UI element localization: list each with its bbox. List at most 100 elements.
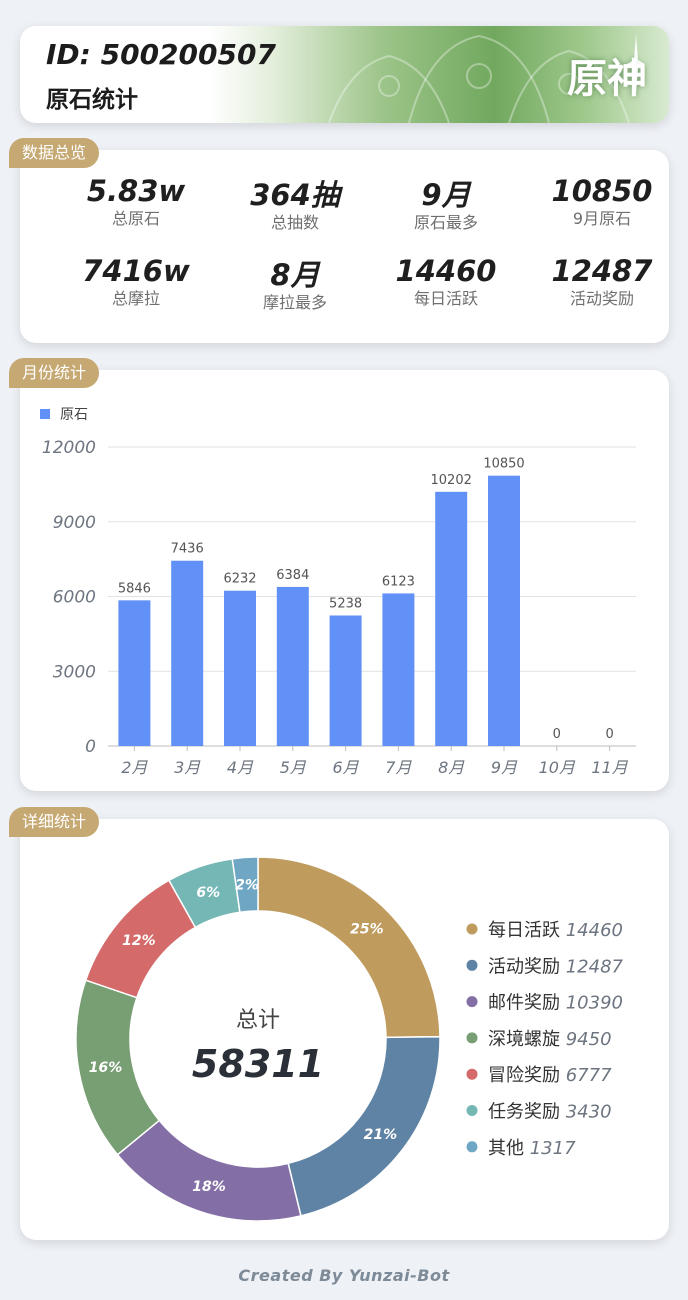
legend-entry: 邮件奖励 10390: [488, 993, 623, 1014]
bar: [382, 593, 415, 746]
y-tick-label: 12000: [42, 438, 96, 458]
bar: [488, 475, 520, 746]
x-tick-label: 5月: [280, 758, 307, 777]
x-tick-label: 6月: [333, 758, 360, 777]
page-title: 原石统计: [46, 87, 138, 113]
legend-entry: 深境螺旋 9450: [488, 1029, 612, 1050]
pie-slice: [257, 856, 441, 1039]
bar-value-label: 0: [605, 727, 613, 742]
bar-value-label: 6232: [223, 572, 256, 587]
bar-value-label: 0: [553, 727, 561, 742]
legend-dot: [466, 959, 478, 971]
legend-dot: [466, 1068, 478, 1080]
stat-value: 12487: [551, 254, 653, 288]
y-tick-label: 3000: [53, 662, 96, 682]
detail-chart-card: 25% 21% 18% 16% 12% 6% 2% 总计 58311 每日活跃 14460 活动奖励…: [20, 819, 669, 1240]
bar: [224, 590, 256, 746]
slice-percent-label: 25%: [350, 922, 384, 938]
x-tick-label: 4月: [227, 758, 254, 777]
slice-percent-label: 6%: [196, 885, 220, 901]
slice-percent-label: 18%: [192, 1179, 226, 1195]
legend-dot: [466, 1032, 478, 1044]
header-card: ID: 500200507 原石统计 原神: [20, 26, 669, 123]
bar-value-label: 5238: [329, 596, 362, 611]
stat-total-primogems: 5.83w 总原石: [56, 174, 216, 230]
stat-label: 原石最多: [413, 213, 478, 232]
x-tick-label: 7月: [385, 758, 412, 777]
header-banner: [209, 26, 669, 123]
legend-entry: 任务奖励 3430: [488, 1102, 612, 1123]
legend-dot: [466, 996, 478, 1008]
legend-value: 3430: [566, 1102, 612, 1123]
stat-event-rewards: 12487 活动奖励: [522, 254, 682, 310]
stat-value: 8月: [270, 258, 320, 292]
legend-entry: 每日活跃 14460: [488, 920, 623, 941]
stat-total-pulls: 364抽 总抽数: [215, 178, 375, 234]
monthly-bar-chart: 原石 0 3000 6000 9000 12000 5846 2月 7436 3月 6232 4月 63…: [40, 407, 636, 777]
y-tick-label: 6000: [53, 588, 96, 608]
bar-value-label: 10202: [431, 473, 472, 488]
slice-percent-label: 21%: [364, 1127, 398, 1143]
bar-value-label: 7436: [171, 542, 204, 557]
stat-label: 活动奖励: [569, 289, 634, 308]
legend-value: 10390: [566, 993, 623, 1014]
legend-value: 6777: [566, 1065, 612, 1086]
stat-top-primogem-month: 9月 原石最多: [366, 178, 526, 234]
stat-value: 7416w: [82, 254, 190, 288]
bar: [276, 586, 309, 746]
stat-label: 9月原石: [572, 209, 632, 228]
x-tick-label: 8月: [438, 758, 465, 777]
monthly-chart-card: 原石 0 3000 6000 9000 12000 5846 2月 7436 3月 6232 4月 63…: [20, 370, 669, 791]
stat-value: 14460: [395, 254, 497, 288]
slice-percent-label: 2%: [235, 877, 259, 893]
stat-value: 9月: [421, 178, 471, 212]
legend-value: 1317: [530, 1138, 576, 1159]
stat-label: 每日活跃: [413, 289, 478, 308]
sparkle-icon: [627, 34, 645, 94]
legend-dot: [466, 1105, 478, 1116]
stat-daily-active: 14460 每日活跃: [366, 254, 526, 310]
stat-month-primogems: 10850 9月原石: [522, 174, 682, 230]
legend-value: 9450: [566, 1029, 612, 1050]
legend-value: 14460: [566, 920, 623, 941]
stat-label: 总原石: [111, 209, 160, 228]
x-tick-label: 3月: [174, 758, 201, 777]
legend-entry: 其他 1317: [488, 1138, 576, 1159]
legend-entry: 活动奖励 12487: [488, 956, 624, 977]
detail-donut-chart: 25% 21% 18% 16% 12% 6% 2% 总计 58311 每日活跃 14460 活动奖励…: [75, 856, 624, 1222]
bar-value-label: 10850: [483, 457, 524, 472]
stat-label: 总抽数: [270, 213, 319, 232]
stat-top-mora-month: 8月 摩拉最多: [215, 258, 375, 314]
footer-credit: Created By Yunzai-Bot: [238, 1266, 450, 1285]
section-tag-overview: 数据总览: [9, 138, 100, 168]
bar: [171, 560, 204, 746]
user-id: ID: 500200507: [46, 38, 276, 71]
section-tag-monthly: 月份统计: [9, 358, 100, 388]
bar: [329, 615, 362, 746]
stat-value: 5.83w: [86, 174, 186, 208]
donut-center-label: 总计: [236, 1008, 280, 1033]
bar: [118, 600, 151, 746]
legend-label: 原石: [60, 407, 88, 423]
slice-percent-label: 12%: [122, 933, 156, 949]
stat-total-mora: 7416w 总摩拉: [56, 254, 216, 310]
pie-slice: [116, 1119, 302, 1222]
bar-value-label: 5846: [118, 581, 151, 596]
legend-entry: 冒险奖励 6777: [488, 1065, 612, 1086]
legend-dot: [466, 1141, 478, 1153]
legend-swatch: [40, 409, 50, 419]
bar-value-label: 6384: [276, 568, 309, 583]
stat-value: 364抽: [250, 178, 340, 212]
legend-value: 12487: [566, 956, 624, 977]
stat-value: 10850: [551, 174, 653, 208]
x-tick-label: 2月: [121, 758, 148, 777]
x-tick-label: 10月: [539, 758, 576, 777]
y-tick-label: 9000: [53, 513, 96, 533]
overview-card: 5.83w 总原石 364抽 总抽数 9月 原石最多 10850 9月原石 74…: [20, 150, 669, 343]
section-tag-detail: 详细统计: [9, 807, 100, 837]
x-tick-label: 11月: [591, 758, 628, 777]
slice-percent-label: 16%: [89, 1060, 123, 1076]
y-tick-label: 0: [85, 737, 96, 757]
stat-label: 总摩拉: [111, 289, 160, 308]
bar: [435, 491, 468, 746]
